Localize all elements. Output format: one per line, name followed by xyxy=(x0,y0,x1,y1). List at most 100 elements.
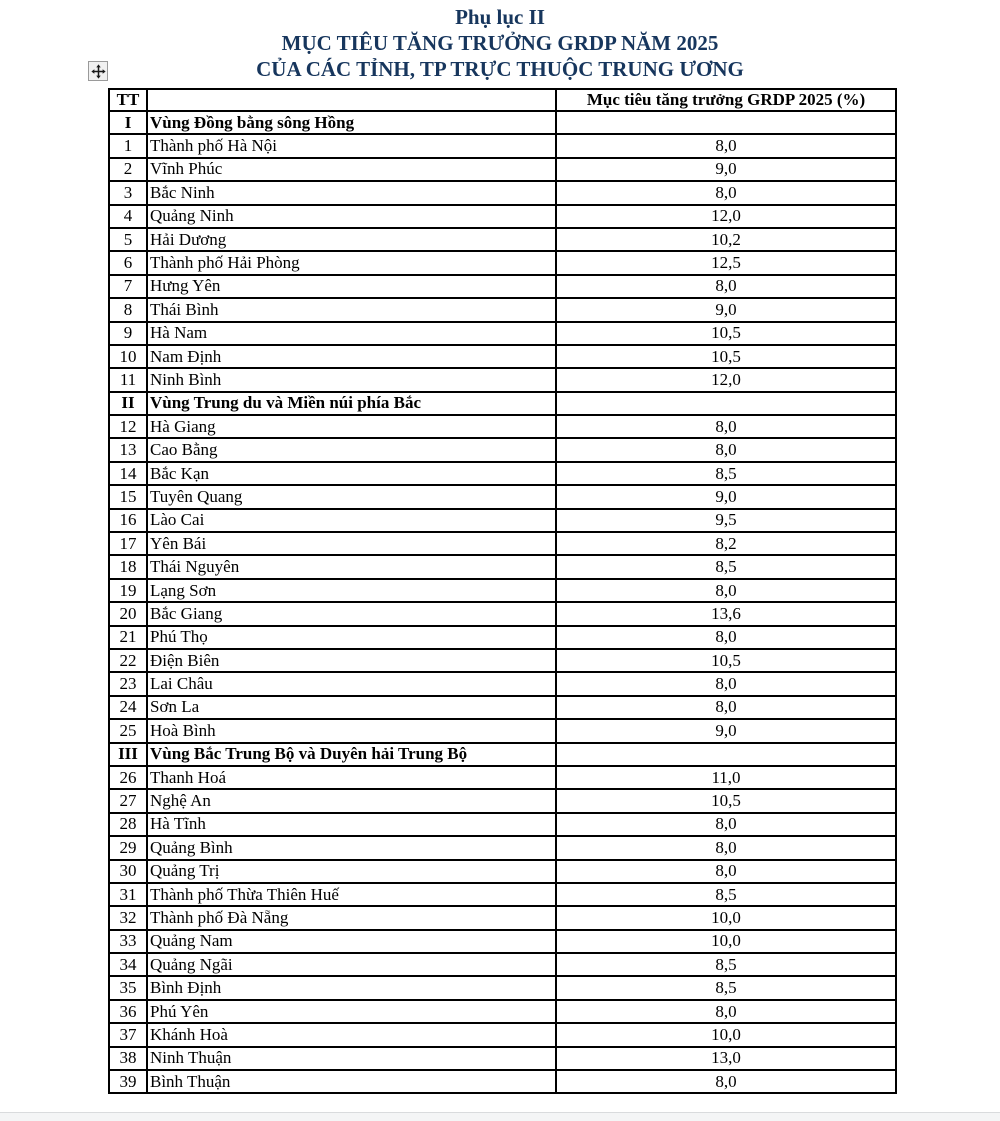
row-index-cell: 1 xyxy=(108,133,148,159)
table-row: 19 Lạng Sơn 8,0 xyxy=(108,577,897,604)
province-name-cell: Cao Bằng xyxy=(146,437,557,463)
table-move-handle[interactable] xyxy=(88,61,108,81)
section-row: II Vùng Trung du và Miền núi phía Bắc xyxy=(108,390,897,417)
target-value-cell: 13,0 xyxy=(555,1045,897,1072)
province-name-cell: Yên Bái xyxy=(146,531,557,557)
province-name-cell: Quảng Trị xyxy=(146,858,557,884)
row-index-cell: I xyxy=(108,109,148,136)
row-index-cell: 11 xyxy=(108,367,148,393)
table-row: 29 Quảng Bình 8,0 xyxy=(108,835,897,861)
row-index-cell: 27 xyxy=(108,788,148,814)
table-body: I Vùng Đồng bằng sông Hồng 1 Thành phố Hà N… xyxy=(108,109,897,1095)
row-index-cell: 16 xyxy=(108,507,148,534)
table-row: 8 Thái Bình 9,0 xyxy=(108,297,897,323)
row-index-cell: 39 xyxy=(108,1068,148,1095)
table-row: 3 Bắc Ninh 8,0 xyxy=(108,180,897,206)
header-cell-name xyxy=(146,88,557,112)
table-row: 15 Tuyên Quang 9,0 xyxy=(108,484,897,510)
province-name-cell: Hà Tĩnh xyxy=(146,811,557,838)
target-value-cell: 10,5 xyxy=(555,788,897,814)
row-index-cell: 19 xyxy=(108,577,148,604)
table-row: 12 Hà Giang 8,0 xyxy=(108,414,897,440)
row-index-cell: 34 xyxy=(108,952,148,978)
table-row: 14 Bắc Kạn 8,5 xyxy=(108,460,897,487)
province-name-cell: Hà Giang xyxy=(146,414,557,440)
row-index-cell: 36 xyxy=(108,998,148,1025)
province-name-cell: Khánh Hoà xyxy=(146,1022,557,1048)
header-cell-tt: TT xyxy=(108,88,148,112)
province-name-cell: Vùng Trung du và Miền núi phía Bắc xyxy=(146,390,557,417)
target-value-cell: 9,0 xyxy=(555,718,897,744)
target-value-cell: 9,0 xyxy=(555,484,897,510)
target-value-cell: 10,5 xyxy=(555,647,897,674)
row-index-cell: 28 xyxy=(108,811,148,838)
target-value-cell: 8,0 xyxy=(555,811,897,838)
table-row: 35 Bình Định 8,5 xyxy=(108,975,897,1001)
title-line-sub: CỦA CÁC TỈNH, TP TRỰC THUỘC TRUNG ƯƠNG xyxy=(256,57,744,81)
province-name-cell: Quảng Ngãi xyxy=(146,952,557,978)
table-row: 39 Bình Thuận 8,0 xyxy=(108,1068,897,1095)
province-name-cell: Lào Cai xyxy=(146,507,557,534)
table-row: 31 Thành phố Thừa Thiên Huế 8,5 xyxy=(108,881,897,908)
target-value-cell: 8,0 xyxy=(555,577,897,604)
table-row: 30 Quảng Trị 8,0 xyxy=(108,858,897,884)
target-value-cell xyxy=(555,390,897,417)
row-index-cell: 10 xyxy=(108,343,148,370)
row-index-cell: II xyxy=(108,390,148,417)
target-value-cell: 8,5 xyxy=(555,952,897,978)
target-value-cell: 9,0 xyxy=(555,297,897,323)
province-name-cell: Vùng Bắc Trung Bộ và Duyên hải Trung Bộ xyxy=(146,741,557,767)
row-index-cell: 37 xyxy=(108,1022,148,1048)
table-row: 17 Yên Bái 8,2 xyxy=(108,531,897,557)
target-value-cell: 8,0 xyxy=(555,1068,897,1095)
row-index-cell: 35 xyxy=(108,975,148,1001)
table-row: 9 Hà Nam 10,5 xyxy=(108,320,897,346)
province-name-cell: Tuyên Quang xyxy=(146,484,557,510)
row-index-cell: 33 xyxy=(108,928,148,955)
table-row: 21 Phú Thọ 8,0 xyxy=(108,624,897,651)
table-header: TT Mục tiêu tăng trưởng GRDP 2025 (%) xyxy=(108,88,897,112)
row-index-cell: 30 xyxy=(108,858,148,884)
target-value-cell: 12,0 xyxy=(555,203,897,229)
row-index-cell: 13 xyxy=(108,437,148,463)
header-row: TT Mục tiêu tăng trưởng GRDP 2025 (%) xyxy=(108,88,897,112)
province-name-cell: Thái Nguyên xyxy=(146,554,557,580)
province-name-cell: Quảng Bình xyxy=(146,835,557,861)
row-index-cell: 15 xyxy=(108,484,148,510)
section-row: III Vùng Bắc Trung Bộ và Duyên hải Trung … xyxy=(108,741,897,767)
province-name-cell: Thành phố Hà Nội xyxy=(146,133,557,159)
row-index-cell: 12 xyxy=(108,414,148,440)
target-value-cell: 8,5 xyxy=(555,881,897,908)
target-value-cell: 11,0 xyxy=(555,764,897,791)
row-index-cell: 32 xyxy=(108,905,148,931)
province-name-cell: Bình Định xyxy=(146,975,557,1001)
row-index-cell: 24 xyxy=(108,694,148,721)
province-name-cell: Vĩnh Phúc xyxy=(146,156,557,183)
table-row: 27 Nghệ An 10,5 xyxy=(108,788,897,814)
row-index-cell: 21 xyxy=(108,624,148,651)
table-row: 22 Điện Biên 10,5 xyxy=(108,647,897,674)
row-index-cell: 2 xyxy=(108,156,148,183)
row-index-cell: 26 xyxy=(108,764,148,791)
target-value-cell: 8,0 xyxy=(555,671,897,697)
row-index-cell: 8 xyxy=(108,297,148,323)
table-row: 24 Sơn La 8,0 xyxy=(108,694,897,721)
target-value-cell: 8,0 xyxy=(555,858,897,884)
target-value-cell: 9,0 xyxy=(555,156,897,183)
target-value-cell: 8,0 xyxy=(555,414,897,440)
province-name-cell: Hà Nam xyxy=(146,320,557,346)
province-name-cell: Hưng Yên xyxy=(146,273,557,300)
row-index-cell: III xyxy=(108,741,148,767)
target-value-cell: 10,0 xyxy=(555,905,897,931)
table-row: 33 Quảng Nam 10,0 xyxy=(108,928,897,955)
target-value-cell: 8,2 xyxy=(555,531,897,557)
target-value-cell: 8,0 xyxy=(555,133,897,159)
province-name-cell: Quảng Nam xyxy=(146,928,557,955)
target-value-cell: 12,0 xyxy=(555,367,897,393)
province-name-cell: Ninh Thuận xyxy=(146,1045,557,1072)
table-row: 6 Thành phố Hải Phòng 12,5 xyxy=(108,250,897,276)
header-cell-target: Mục tiêu tăng trưởng GRDP 2025 (%) xyxy=(555,88,897,112)
table-row: 32 Thành phố Đà Nẵng 10,0 xyxy=(108,905,897,931)
